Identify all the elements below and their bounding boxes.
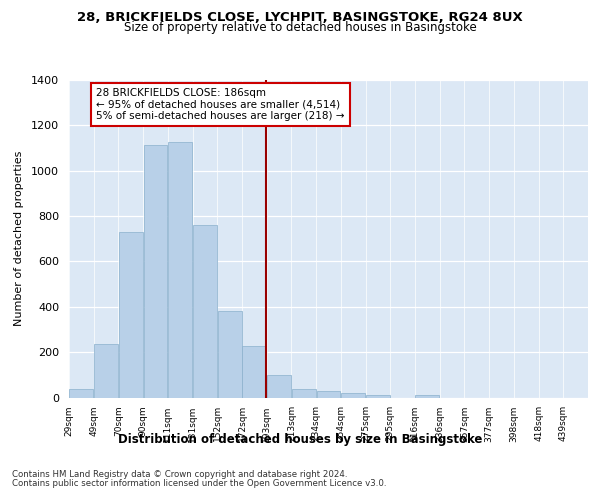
- Bar: [119, 232, 143, 398]
- Bar: [415, 395, 439, 398]
- Text: Contains HM Land Registry data © Crown copyright and database right 2024.: Contains HM Land Registry data © Crown c…: [12, 470, 347, 479]
- Text: 28 BRICKFIELDS CLOSE: 186sqm
← 95% of detached houses are smaller (4,514)
5% of : 28 BRICKFIELDS CLOSE: 186sqm ← 95% of de…: [96, 88, 344, 121]
- Text: Distribution of detached houses by size in Basingstoke: Distribution of detached houses by size …: [118, 432, 482, 446]
- Y-axis label: Number of detached properties: Number of detached properties: [14, 151, 24, 326]
- Bar: [143, 144, 167, 398]
- Bar: [341, 392, 365, 398]
- Bar: [267, 375, 291, 398]
- Bar: [242, 346, 266, 398]
- Bar: [70, 389, 93, 398]
- Bar: [169, 142, 192, 398]
- Text: Contains public sector information licensed under the Open Government Licence v3: Contains public sector information licen…: [12, 479, 386, 488]
- Text: 28, BRICKFIELDS CLOSE, LYCHPIT, BASINGSTOKE, RG24 8UX: 28, BRICKFIELDS CLOSE, LYCHPIT, BASINGST…: [77, 11, 523, 24]
- Bar: [94, 344, 118, 398]
- Bar: [317, 391, 340, 398]
- Bar: [292, 389, 316, 398]
- Bar: [193, 225, 217, 398]
- Bar: [366, 395, 390, 398]
- Text: Size of property relative to detached houses in Basingstoke: Size of property relative to detached ho…: [124, 21, 476, 34]
- Bar: [218, 312, 242, 398]
